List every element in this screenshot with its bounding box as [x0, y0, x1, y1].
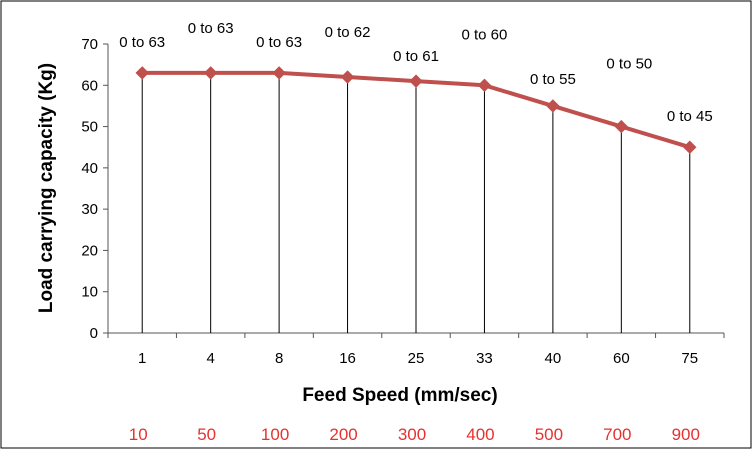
data-point-marker	[135, 66, 149, 80]
y-tick-label: 40	[81, 160, 98, 177]
x-tick-label: 40	[545, 350, 562, 367]
data-labels: 0 to 63 0 to 63 0 to 63 0 to 62 0 to 61 0 to …	[119, 20, 712, 125]
data-label: 0 to 63	[119, 34, 165, 51]
data-point-marker	[272, 66, 286, 80]
data-label: 0 to 60	[462, 26, 508, 43]
data-point-marker	[683, 140, 697, 154]
y-tick-label: 20	[81, 242, 98, 259]
data-label: 0 to 55	[530, 71, 576, 88]
extra-row-label: 700	[603, 425, 631, 444]
data-point-marker	[477, 78, 492, 92]
data-point-marker	[340, 70, 355, 84]
y-tick-label: 10	[81, 284, 98, 301]
y-tick-label: 0	[90, 325, 98, 342]
extra-row-label: 400	[466, 425, 494, 444]
data-point-marker	[203, 66, 218, 80]
data-point-marker	[409, 74, 423, 88]
x-axis-title: Feed Speed (mm/sec)	[302, 385, 497, 406]
x-tick-label: 4	[206, 350, 214, 367]
extra-row-label: 300	[398, 425, 426, 444]
y-tick-label: 30	[81, 201, 98, 218]
extra-row-label: 10	[129, 425, 148, 444]
x-tick-label: 25	[408, 350, 425, 367]
extra-row-label: 100	[261, 425, 289, 444]
extra-label-row: 10 50 100 200 300 400 500 700 900	[129, 425, 700, 444]
y-tick-label: 50	[81, 119, 98, 136]
extra-row-label: 900	[672, 425, 700, 444]
data-point-marker	[546, 99, 560, 113]
x-tick-label: 16	[339, 350, 356, 367]
y-tick-label: 70	[81, 36, 98, 53]
series-markers	[135, 66, 697, 154]
x-tick-label: 60	[613, 350, 630, 367]
data-label: 0 to 45	[667, 108, 713, 125]
y-tick-label: 60	[81, 77, 98, 94]
y-axis-title: Load carrying capacity (Kg)	[36, 63, 57, 313]
extra-row-label: 50	[197, 425, 216, 444]
extra-row-label: 200	[329, 425, 357, 444]
data-point-marker	[614, 119, 629, 134]
data-label: 0 to 50	[606, 56, 652, 73]
extra-row-label: 500	[535, 425, 563, 444]
drop-lines	[141, 72, 691, 333]
x-tick-label: 75	[681, 350, 698, 367]
x-tick-label: 33	[476, 350, 493, 367]
data-label: 0 to 63	[188, 20, 234, 37]
data-label: 0 to 63	[256, 34, 302, 51]
data-label: 0 to 62	[325, 24, 371, 41]
data-label: 0 to 61	[393, 48, 439, 65]
x-tick-label: 1	[138, 350, 146, 367]
x-tick-label: 8	[275, 350, 283, 367]
y-axis: 0 10 20 30 40 50 60 70	[81, 36, 109, 342]
